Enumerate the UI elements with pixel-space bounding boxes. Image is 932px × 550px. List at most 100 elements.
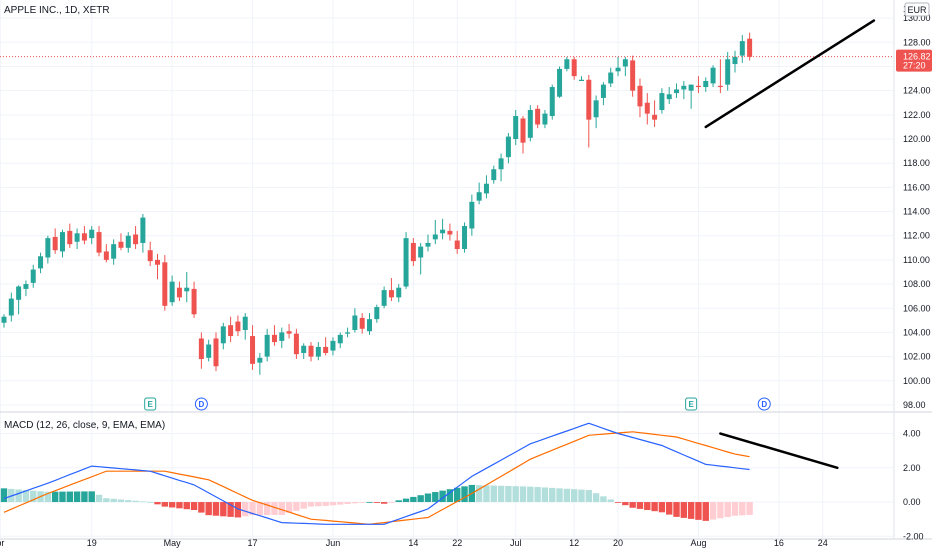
- price-tick-label: 106.00: [903, 303, 931, 313]
- candle: [593, 95, 599, 129]
- macd-hist-bar: [570, 489, 578, 503]
- macd-tick-label: 0.00: [903, 497, 921, 507]
- candle: [74, 228, 80, 250]
- candle: [89, 226, 95, 245]
- signal-line: [3, 431, 750, 525]
- last-price-label: 126.82: [903, 52, 931, 62]
- candle-body: [1, 316, 7, 323]
- candle: [513, 110, 519, 146]
- candle: [483, 175, 489, 199]
- macd-hist-bar: [410, 496, 417, 503]
- candle: [176, 281, 182, 301]
- candle-body: [630, 60, 636, 91]
- time-tick-label: 22: [452, 538, 462, 548]
- candle: [103, 244, 109, 263]
- candle: [271, 325, 277, 346]
- candle-body: [732, 56, 738, 65]
- candle-body: [30, 269, 36, 283]
- candle: [59, 229, 65, 258]
- macd-hist-bar: [739, 502, 746, 516]
- macd-histogram: [0, 484, 753, 521]
- macd-hist-bar: [592, 493, 600, 503]
- macd-hist-bar: [388, 502, 395, 503]
- candle: [367, 313, 372, 335]
- macd-hist-bar: [15, 489, 22, 503]
- earnings-badge-shape: [144, 397, 157, 411]
- candle: [286, 323, 292, 339]
- candlesticks[interactable]: [1, 32, 753, 375]
- candle-body: [345, 332, 351, 334]
- macd-hist-bar: [0, 488, 8, 503]
- price-tick-label: 116.00: [903, 182, 930, 192]
- price-tick-label: 104.00: [903, 327, 931, 337]
- candle: [505, 132, 511, 164]
- event-badge[interactable]: E: [144, 397, 157, 411]
- candle: [520, 116, 526, 154]
- candle-body: [176, 287, 182, 298]
- candle: [652, 100, 658, 127]
- macd-hist-bar: [600, 496, 607, 503]
- candle-body: [527, 110, 533, 138]
- macd-hist-bar: [497, 485, 505, 503]
- candle-body: [381, 290, 387, 306]
- candle-body: [147, 250, 153, 262]
- macd-hist-bar: [307, 502, 315, 507]
- event-badge[interactable]: E: [685, 397, 698, 411]
- event-badge[interactable]: D: [757, 397, 771, 411]
- macd-hist-bar: [66, 491, 73, 503]
- candle: [747, 32, 753, 61]
- candle-body: [652, 114, 658, 120]
- candle-body: [125, 235, 131, 248]
- macd-hist-bar: [731, 502, 739, 516]
- candle: [491, 165, 497, 184]
- drawings[interactable]: [704, 19, 876, 470]
- time-tick-label: 20: [613, 538, 623, 548]
- price-tick-label: 130.00: [903, 13, 931, 23]
- macd-hist-bar: [285, 502, 293, 513]
- macd-hist-bar: [366, 502, 373, 503]
- candle-body: [264, 334, 270, 357]
- macd-hist-bar: [475, 485, 483, 503]
- candle: [315, 342, 321, 361]
- candle: [125, 232, 131, 253]
- candle-body: [432, 234, 438, 240]
- dividend-badge-shape: [757, 397, 771, 411]
- candle-body: [703, 80, 709, 88]
- candle-body: [513, 116, 519, 140]
- macd-hist-bar: [329, 502, 337, 506]
- macd-hist-bar: [22, 490, 30, 503]
- macd-hist-bar: [578, 489, 585, 503]
- macd-hist-bar: [512, 486, 519, 503]
- candle: [30, 264, 36, 288]
- candle-body: [271, 334, 277, 343]
- candle: [725, 51, 731, 91]
- event-badge[interactable]: D: [194, 397, 208, 411]
- candle-body: [286, 331, 292, 334]
- macd-hist-bar: [30, 490, 37, 503]
- macd-hist-bar: [154, 502, 161, 505]
- macd-trendline: [719, 432, 839, 470]
- candle-body: [418, 246, 424, 258]
- candle: [242, 313, 248, 340]
- candle-body: [103, 251, 109, 260]
- macd-hist-bar: [607, 499, 614, 503]
- price-tick-label: 110.00: [903, 255, 930, 265]
- candle: [432, 220, 438, 245]
- macd-hist-bar: [373, 502, 381, 503]
- candle-body: [235, 321, 241, 332]
- macd-hist-bar: [402, 498, 410, 503]
- candle: [374, 304, 380, 323]
- macd-hist-bar: [322, 502, 329, 506]
- candle-body: [323, 346, 329, 353]
- macd-hist-bar: [249, 502, 256, 516]
- event-badge-letter: D: [761, 400, 767, 409]
- candle-body: [250, 336, 256, 364]
- macd-hist-bar: [534, 487, 541, 503]
- macd-hist-bar: [198, 502, 205, 513]
- candle: [264, 328, 270, 362]
- candle: [396, 284, 402, 303]
- candle: [293, 328, 299, 360]
